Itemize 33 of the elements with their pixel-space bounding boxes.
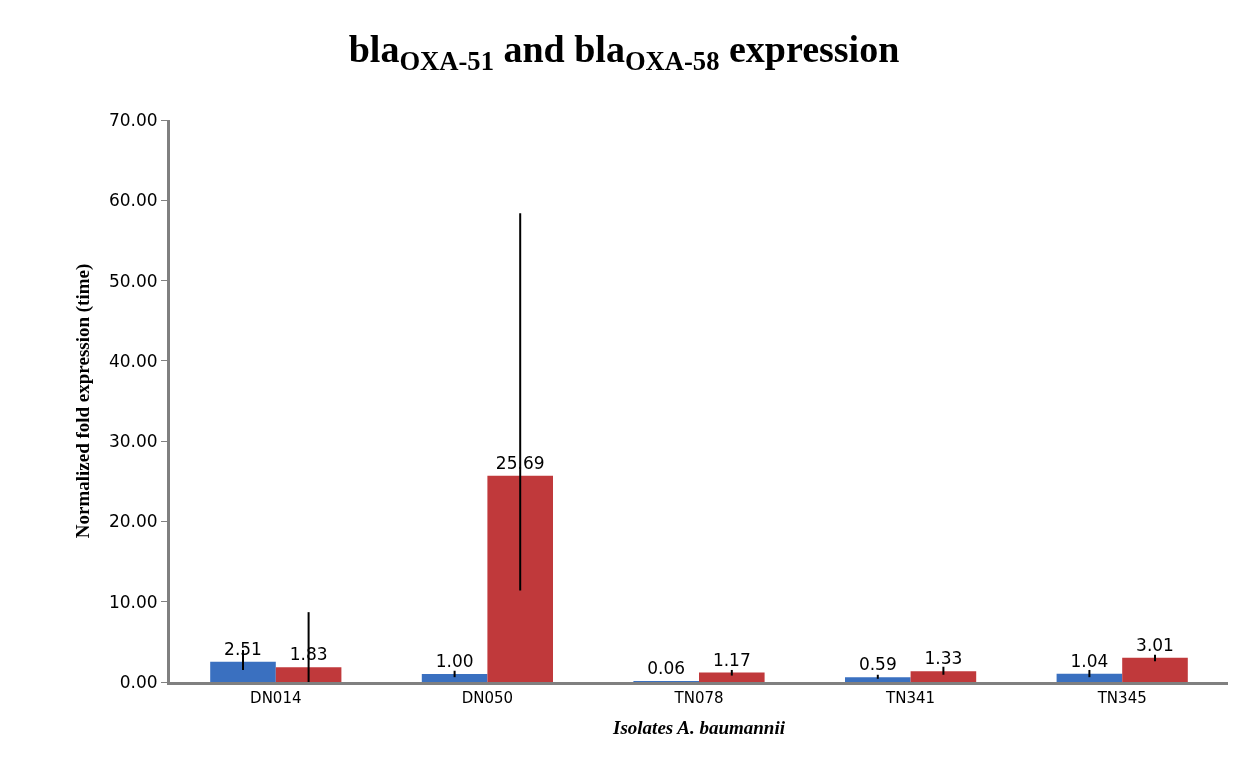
- bar: [1122, 657, 1188, 682]
- chart-title: bla$_{OXA-51}$ and bla$_{OXA-58}$ expression: [348, 27, 900, 76]
- y-tick-label: 70.00: [108, 109, 158, 130]
- y-tick-label: 20.00: [108, 511, 158, 532]
- y-tick-label: 10.00: [108, 591, 158, 612]
- data-label: 1.33: [924, 648, 963, 669]
- bar: [487, 475, 553, 682]
- data-label: 0.06: [647, 658, 686, 678]
- bar: [910, 671, 977, 682]
- x-tick-label: TN341: [885, 689, 936, 707]
- y-tick-label: 50.00: [108, 270, 158, 291]
- data-label: 0.59: [858, 654, 897, 675]
- bar: [421, 673, 488, 682]
- y-axis-title: Normalized fold expression (time): [71, 263, 94, 539]
- bar: [699, 672, 765, 682]
- x-axis-title: Isolates A. baumannii: [612, 716, 786, 738]
- x-tick-label: TN078: [673, 689, 724, 707]
- x-tick-label: DN050: [461, 689, 514, 707]
- y-tick-label: 40.00: [108, 350, 158, 371]
- y-tick-label: 0.00: [119, 671, 158, 692]
- x-tick-label: DN014: [250, 689, 302, 707]
- bar: [275, 667, 342, 682]
- bar: [845, 677, 911, 682]
- data-label: 2.51: [224, 638, 262, 659]
- data-label: 3.01: [1136, 634, 1174, 655]
- bar: [210, 661, 276, 682]
- x-tick-label: TN345: [1096, 689, 1147, 707]
- data-label: 1.17: [712, 649, 751, 670]
- data-label: 1.04: [1070, 650, 1109, 671]
- bar: [1056, 673, 1123, 682]
- y-tick-label: 30.00: [108, 431, 158, 452]
- data-label: 1.00: [435, 650, 474, 671]
- y-tick-label: 60.00: [108, 190, 158, 211]
